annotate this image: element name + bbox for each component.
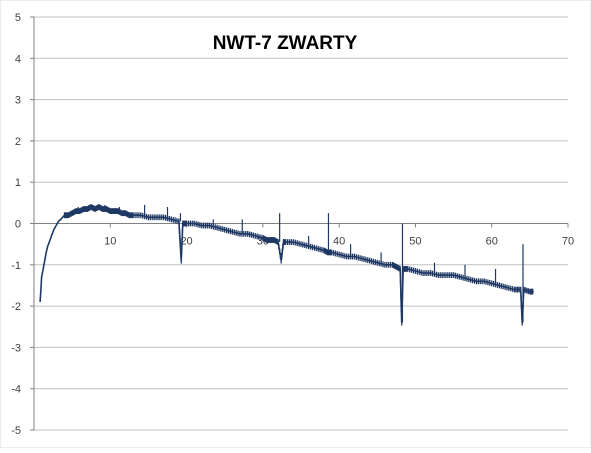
y-tick-label: 4: [15, 53, 21, 65]
y-tick-label: 1: [15, 177, 21, 189]
x-tick-label: 60: [486, 236, 498, 248]
axes: [30, 16, 569, 431]
y-tick-label: -5: [11, 425, 21, 437]
x-tick-label: 20: [180, 236, 192, 248]
chart-title: NWT-7 ZWARTY: [213, 33, 358, 54]
y-tick-label: -4: [11, 384, 21, 396]
y-tick-label: -3: [11, 342, 21, 354]
y-tick-label: 3: [15, 95, 21, 107]
y-tick-label: 5: [15, 12, 21, 24]
y-tick-label: -1: [11, 260, 21, 272]
x-tick-label: 50: [409, 236, 421, 248]
series-layer: [39, 204, 534, 326]
y-tick-label: 0: [15, 219, 21, 231]
gridlines: [34, 16, 568, 431]
y-tick-label: -2: [11, 301, 21, 313]
x-tick-label: 70: [562, 236, 574, 248]
x-tick-label: 10: [104, 236, 116, 248]
y-tick-label: 2: [15, 136, 21, 148]
x-tick-label: 40: [333, 236, 345, 248]
